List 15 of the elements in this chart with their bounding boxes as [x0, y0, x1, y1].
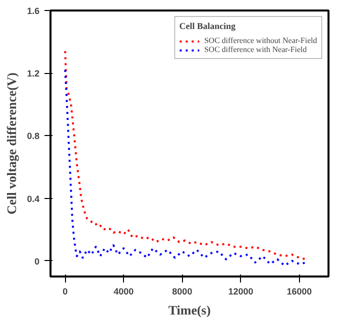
y-tick-label: 0.4	[26, 194, 40, 204]
y-axis-title: Cell voltage difference(V)	[4, 72, 19, 214]
y-tick-label: 0.8	[26, 131, 40, 142]
x-axis-title: Time(s)	[168, 302, 211, 318]
x-tick-label: 0	[62, 286, 68, 296]
x-tick-label: 8000	[172, 286, 192, 296]
legend-label: SOC difference without Near-Field	[204, 36, 317, 45]
x-tick-label: 12000	[228, 286, 254, 296]
legend-title: Cell Balancing	[179, 21, 236, 31]
legend-label: SOC difference with Near-Field	[204, 45, 307, 54]
x-tick-label: 16000	[286, 286, 312, 296]
x-tick-label: 4000	[114, 286, 134, 296]
y-tick-label: 1.6	[26, 6, 40, 16]
y-tick-label: 1.2	[26, 68, 40, 79]
y-tick-label: 0	[34, 256, 40, 266]
